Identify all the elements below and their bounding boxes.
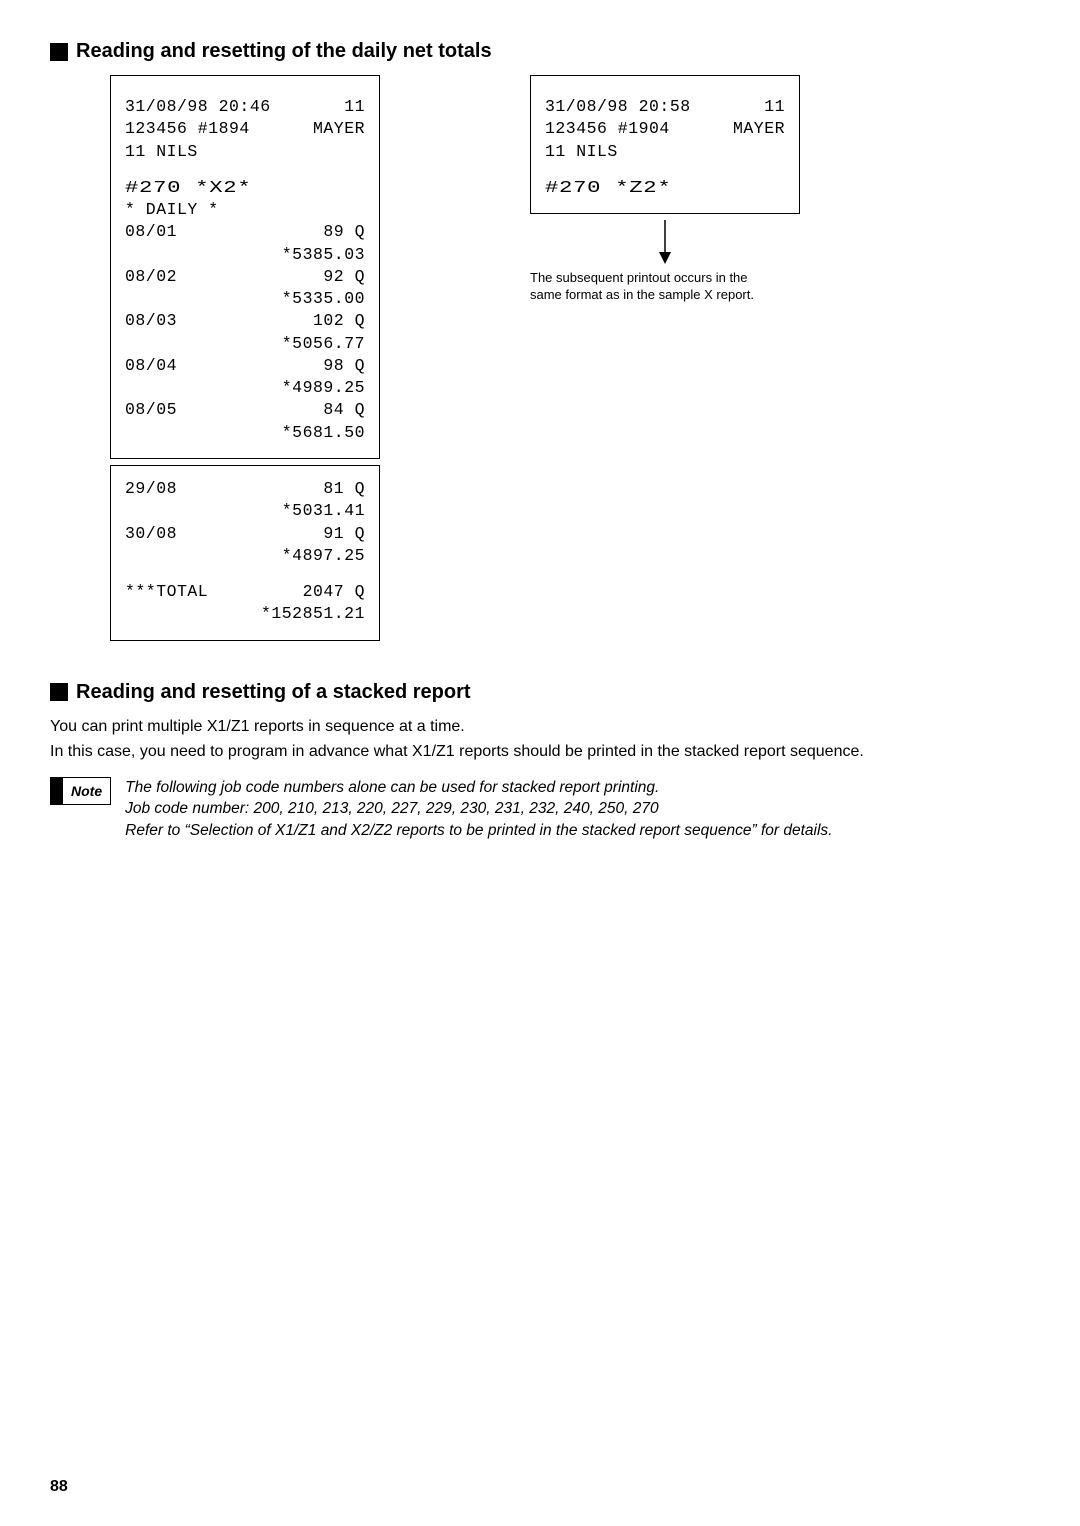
receipt-x-top: 31/08/98 20:46 11 123456 #1894 MAYER 11 … bbox=[111, 76, 379, 458]
receipt-row: 29/08 81 Q bbox=[125, 478, 365, 500]
row-qty: 89 Q bbox=[323, 221, 365, 243]
x-total-q: ***TOTAL 2047 Q bbox=[125, 581, 365, 603]
x-h3: 11 NILS bbox=[125, 141, 365, 163]
receipt-row: 08/04 98 Q bbox=[125, 355, 365, 377]
receipt-row-amt: *5335.00 bbox=[125, 288, 365, 310]
row-date: 08/01 bbox=[125, 221, 177, 243]
spacer bbox=[545, 163, 785, 177]
z-h1-r: 11 bbox=[764, 96, 785, 118]
x-h2-l: 123456 #1894 bbox=[125, 118, 250, 140]
row-qty: 81 Q bbox=[323, 478, 365, 500]
x-tot-a: *152851.21 bbox=[261, 603, 365, 625]
receipts-row: 31/08/98 20:46 11 123456 #1894 MAYER 11 … bbox=[50, 75, 1030, 641]
x-code-text: #270 *X2* bbox=[125, 177, 251, 199]
arrow-block: The subsequent printout occurs in the sa… bbox=[530, 220, 800, 304]
x-h1-r: 11 bbox=[344, 96, 365, 118]
row-amount: *5031.41 bbox=[282, 500, 365, 522]
x-total-a: *152851.21 bbox=[125, 603, 365, 625]
tear-line bbox=[110, 458, 380, 466]
z-h2-l: 123456 #1904 bbox=[545, 118, 670, 140]
row-date: 30/08 bbox=[125, 523, 177, 545]
receipt-row: 08/05 84 Q bbox=[125, 399, 365, 421]
receipt-row-amt: *5056.77 bbox=[125, 333, 365, 355]
note-label-text: Note bbox=[63, 778, 110, 804]
note-row: Note The following job code numbers alon… bbox=[50, 777, 1030, 842]
note-bar bbox=[51, 778, 63, 804]
z-note1: The subsequent printout occurs in the bbox=[530, 270, 748, 285]
z-h1: 31/08/98 20:58 11 bbox=[545, 96, 785, 118]
note-label: Note bbox=[50, 777, 111, 805]
section2-p1: You can print multiple X1/Z1 reports in … bbox=[50, 716, 1030, 738]
receipt-row-amt: *5385.03 bbox=[125, 244, 365, 266]
row-qty: 84 Q bbox=[323, 399, 365, 421]
row-amount: *4897.25 bbox=[282, 545, 365, 567]
x-h2-r: MAYER bbox=[313, 118, 365, 140]
row-qty: 98 Q bbox=[323, 355, 365, 377]
note-body: The following job code numbers alone can… bbox=[125, 777, 832, 842]
x-tot-q: 2047 Q bbox=[303, 581, 365, 603]
section1-title: Reading and resetting of the daily net t… bbox=[50, 40, 1030, 63]
receipt-row-amt: *5031.41 bbox=[125, 500, 365, 522]
spacer bbox=[125, 567, 365, 581]
receipt-x: 31/08/98 20:46 11 123456 #1894 MAYER 11 … bbox=[110, 75, 380, 641]
z-code-text: #270 *Z2* bbox=[545, 177, 671, 199]
z-h2: 123456 #1904 MAYER bbox=[545, 118, 785, 140]
x-h1: 31/08/98 20:46 11 bbox=[125, 96, 365, 118]
row-date: 08/03 bbox=[125, 310, 177, 332]
receipt-row-amt: *5681.50 bbox=[125, 422, 365, 444]
square-icon bbox=[50, 683, 68, 701]
x-tot-l: ***TOTAL bbox=[125, 581, 208, 603]
row-amount: *5385.03 bbox=[282, 244, 365, 266]
section2-title-text: Reading and resetting of a stacked repor… bbox=[76, 681, 471, 704]
row-date: 08/05 bbox=[125, 399, 177, 421]
z-h3: 11 NILS bbox=[545, 141, 785, 163]
row-amount: *5681.50 bbox=[282, 422, 365, 444]
row-qty: 91 Q bbox=[323, 523, 365, 545]
receipt-row: 30/08 91 Q bbox=[125, 523, 365, 545]
row-qty: 92 Q bbox=[323, 266, 365, 288]
note-l3: Refer to “Selection of X1/Z1 and X2/Z2 r… bbox=[125, 820, 832, 842]
x-rows-top: 08/01 89 Q*5385.03 08/02 92 Q*5335.00 08/03 1… bbox=[125, 221, 365, 444]
z-h1-l: 31/08/98 20:58 bbox=[545, 96, 691, 118]
receipt-x-bottom: 29/08 81 Q*5031.41 30/08 91 Q*4897.25 ***TO… bbox=[111, 466, 379, 640]
receipt-z: 31/08/98 20:58 11 123456 #1904 MAYER 11 … bbox=[530, 75, 800, 214]
z-note: The subsequent printout occurs in the sa… bbox=[530, 270, 800, 304]
z-note2: same format as in the sample X report. bbox=[530, 287, 754, 302]
receipt-z-block: 31/08/98 20:58 11 123456 #1904 MAYER 11 … bbox=[530, 75, 800, 304]
z-h2-r: MAYER bbox=[733, 118, 785, 140]
square-icon bbox=[50, 43, 68, 61]
row-date: 08/02 bbox=[125, 266, 177, 288]
receipt-row-amt: *4897.25 bbox=[125, 545, 365, 567]
row-amount: *4989.25 bbox=[282, 377, 365, 399]
x-daily: * DAILY * bbox=[125, 199, 365, 221]
row-date: 29/08 bbox=[125, 478, 177, 500]
receipt-row: 08/01 89 Q bbox=[125, 221, 365, 243]
note-l1: The following job code numbers alone can… bbox=[125, 777, 832, 799]
page-number: 88 bbox=[50, 1478, 68, 1496]
arrow-down-icon bbox=[655, 220, 675, 264]
x-h2: 123456 #1894 MAYER bbox=[125, 118, 365, 140]
x-rows-bot: 29/08 81 Q*5031.41 30/08 91 Q*4897.25 bbox=[125, 478, 365, 567]
spacer bbox=[125, 163, 365, 177]
note-l2: Job code number: 200, 210, 213, 220, 227… bbox=[125, 798, 832, 820]
z-code: #270 *Z2* bbox=[545, 177, 785, 199]
receipt-z-content: 31/08/98 20:58 11 123456 #1904 MAYER 11 … bbox=[531, 76, 799, 213]
x-h1-l: 31/08/98 20:46 bbox=[125, 96, 271, 118]
receipt-row-amt: *4989.25 bbox=[125, 377, 365, 399]
row-qty: 102 Q bbox=[313, 310, 365, 332]
row-amount: *5335.00 bbox=[282, 288, 365, 310]
receipt-row: 08/03 102 Q bbox=[125, 310, 365, 332]
section2-title: Reading and resetting of a stacked repor… bbox=[50, 681, 1030, 704]
section1-title-text: Reading and resetting of the daily net t… bbox=[76, 40, 492, 63]
x-code: #270 *X2* bbox=[125, 177, 365, 199]
section2-p2: In this case, you need to program in adv… bbox=[50, 741, 1030, 763]
row-amount: *5056.77 bbox=[282, 333, 365, 355]
row-date: 08/04 bbox=[125, 355, 177, 377]
receipt-row: 08/02 92 Q bbox=[125, 266, 365, 288]
